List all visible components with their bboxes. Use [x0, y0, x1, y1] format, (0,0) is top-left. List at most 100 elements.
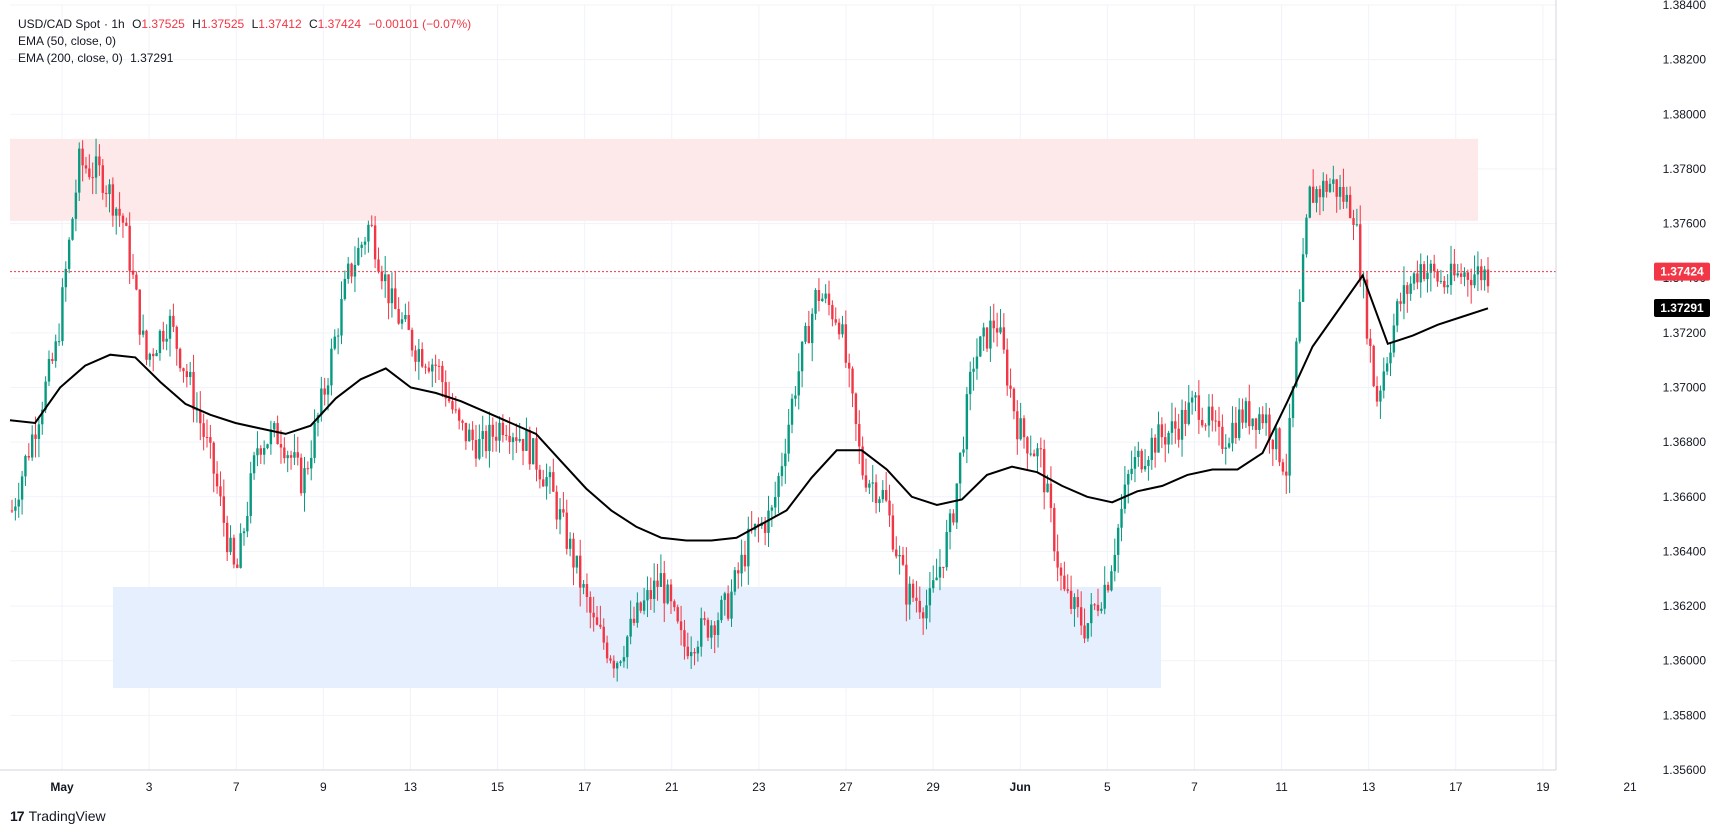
candle-body: [373, 225, 377, 260]
candle-body: [259, 448, 263, 455]
candle-body: [44, 381, 47, 410]
brand-name: TradingView: [28, 808, 106, 824]
candle-body: [135, 274, 138, 290]
candle-body: [982, 327, 985, 337]
candle-body: [864, 475, 868, 488]
candle-body: [1090, 604, 1093, 624]
candle-body: [995, 328, 999, 333]
candle-body: [1217, 420, 1221, 427]
candle-body: [1281, 462, 1285, 472]
candle-body: [400, 319, 404, 324]
candle-body: [817, 290, 821, 302]
candle-body: [1063, 575, 1066, 590]
candle-body: [188, 372, 192, 378]
x-tick-label: 21: [665, 780, 679, 794]
candle-body: [824, 293, 827, 299]
candle-body: [447, 398, 451, 402]
open-label: O: [132, 17, 142, 31]
ema200-price-label: 1.37291: [1660, 301, 1704, 315]
y-tick-label: 1.37000: [1663, 381, 1707, 395]
candle-body: [330, 348, 333, 386]
candle-body: [1026, 437, 1029, 454]
candle-body: [730, 591, 733, 619]
y-tick-label: 1.38200: [1663, 53, 1707, 67]
candle-body: [236, 564, 239, 568]
candle-body: [1385, 363, 1389, 372]
candle-body: [1066, 589, 1069, 591]
candle-body: [901, 555, 905, 565]
candle-body: [155, 353, 158, 357]
candle-body: [1379, 390, 1382, 402]
candle-body: [464, 422, 468, 442]
candle-body: [299, 457, 303, 494]
candle-body: [868, 483, 871, 488]
candle-body: [565, 512, 568, 549]
candle-body: [841, 324, 844, 335]
candle-body: [195, 409, 199, 411]
candle-body: [1106, 584, 1110, 591]
candle-body: [158, 330, 162, 354]
candle-body: [1268, 414, 1271, 440]
candle-body: [145, 330, 148, 360]
candle-body: [1167, 432, 1170, 445]
candle-body: [1214, 420, 1217, 422]
candle-body: [639, 602, 642, 611]
candle-body: [1483, 269, 1486, 281]
candle-body: [437, 365, 441, 367]
candle-body: [592, 612, 595, 618]
candle-body: [491, 424, 494, 437]
candle-body: [874, 482, 878, 504]
candle-body: [1187, 402, 1190, 424]
candle-body: [407, 314, 410, 330]
interval-label[interactable]: 1h: [111, 17, 125, 31]
candle-body: [199, 409, 202, 424]
candle-body: [831, 305, 834, 320]
candle-body: [141, 330, 145, 335]
candle-body: [763, 522, 767, 533]
candle-body: [965, 394, 969, 450]
candle-body: [642, 600, 646, 611]
ema50-row[interactable]: EMA (50, close, 0): [18, 33, 475, 50]
x-tick-label: 13: [404, 780, 418, 794]
candle-body: [1164, 437, 1167, 445]
candle-body: [1194, 395, 1197, 398]
tradingview-brand[interactable]: 17 TradingView: [10, 808, 106, 824]
candle-body: [1211, 406, 1214, 421]
x-tick-label: Jun: [1010, 780, 1031, 794]
candle-body: [1439, 280, 1443, 282]
candle-body: [444, 382, 447, 399]
candle-body: [716, 620, 720, 635]
chart-legend: USD/CAD Spot · 1h O1.37525 H1.37525 L1.37…: [18, 16, 475, 67]
candle-body: [733, 570, 737, 592]
ema200-row[interactable]: EMA (200, close, 0) 1.37291: [18, 50, 475, 67]
candle-body: [1103, 584, 1106, 609]
y-tick-label: 1.35800: [1663, 708, 1707, 722]
candle-body: [414, 350, 417, 362]
candle-body: [599, 624, 602, 627]
candle-body: [310, 457, 313, 469]
candle-body: [427, 367, 431, 372]
candle-body: [1032, 453, 1036, 457]
close-value: 1.37424: [317, 17, 362, 31]
candle-body: [1073, 597, 1076, 609]
candle-body: [1449, 263, 1453, 286]
candle-body: [1436, 271, 1439, 282]
candle-body: [834, 319, 837, 323]
candle-body: [323, 388, 326, 395]
symbol-name[interactable]: USD/CAD Spot: [18, 17, 101, 31]
candle-body: [1083, 625, 1086, 639]
candle-body: [1332, 179, 1335, 184]
candle-body: [1170, 421, 1174, 433]
candle-body: [91, 177, 94, 179]
candle-body: [269, 429, 273, 445]
candle-body: [1402, 285, 1406, 304]
candle-body: [336, 335, 340, 337]
candle-body: [652, 580, 656, 599]
candle-body: [128, 225, 131, 271]
candle-body: [935, 577, 938, 581]
candle-body: [1416, 273, 1419, 283]
candle-body: [895, 549, 898, 557]
x-tick-label: 3: [146, 780, 153, 794]
candle-body: [229, 537, 232, 553]
